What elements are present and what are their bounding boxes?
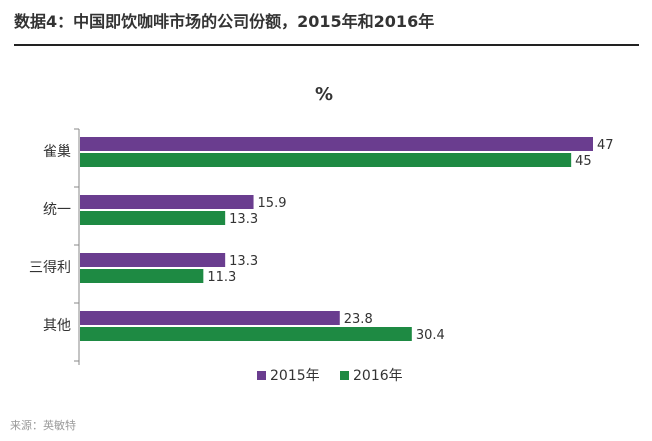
data-label: 45 [575, 154, 592, 169]
legend-swatch-2016 [340, 371, 349, 380]
bar-2016-1 [80, 211, 226, 225]
category-label: 其他 [43, 318, 71, 334]
legend-swatch-2015 [257, 371, 266, 380]
category-label: 雀巢 [43, 144, 71, 160]
bar-2016-0 [80, 153, 572, 167]
data-label: 30.4 [416, 328, 445, 343]
data-label: 15.9 [258, 196, 287, 211]
data-label: 13.3 [229, 254, 258, 269]
data-label: 13.3 [229, 212, 258, 227]
legend-label: 2015年 [270, 368, 320, 384]
category-label: 三得利 [29, 259, 71, 276]
data-label: 47 [597, 138, 614, 153]
data-label: 11.3 [207, 270, 236, 285]
chart-title: % [315, 84, 333, 105]
title-divider [14, 44, 639, 46]
page-title: 数据4：中国即饮咖啡市场的公司份额，2015年和2016年 [14, 12, 435, 31]
source-note: 来源：英敏特 [10, 419, 76, 432]
data-label: 23.8 [344, 312, 373, 327]
bar-2016-3 [80, 327, 412, 341]
bar-2015-1 [80, 195, 254, 209]
bar-2015-0 [80, 137, 593, 151]
legend-label: 2016年 [353, 368, 403, 384]
bar-2016-2 [80, 269, 204, 283]
bar-2015-2 [80, 253, 226, 267]
category-label: 统一 [43, 202, 71, 218]
bar-2015-3 [80, 311, 340, 325]
